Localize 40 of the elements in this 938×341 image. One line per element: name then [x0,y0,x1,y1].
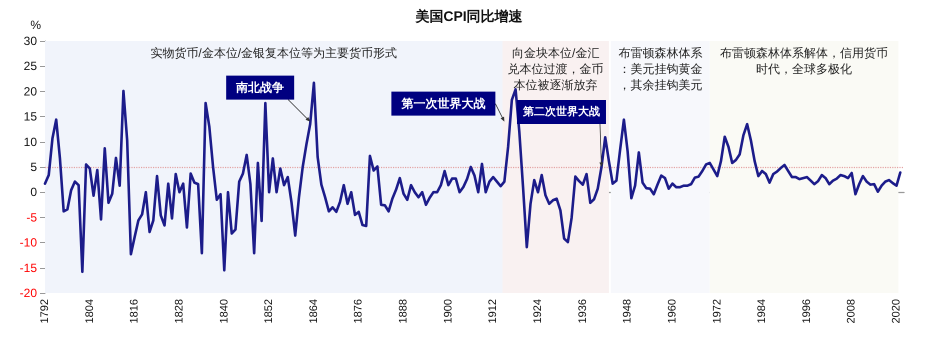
x-tick-label: 1996 [800,299,813,324]
y-tick-label: 25 [24,59,38,74]
x-tick-label: 1840 [218,299,230,324]
y-tick-label: -10 [20,236,38,250]
y-tick-label: 15 [24,110,38,124]
band-label: 布雷顿森林体系解体，信用货币时代，全球多极化 [720,46,888,76]
band-label: 布雷顿森林体系：美元挂钩黄金，其余挂钩美元 [618,46,702,92]
x-tick-label: 1804 [84,299,96,324]
y-tick-label: -20 [20,286,38,300]
x-tick-label: 1924 [532,299,544,324]
x-tick-label: 1888 [398,299,410,324]
x-tick-label: 1972 [711,299,724,324]
chart-title: 美国CPI同比增速 [414,8,524,24]
x-tick-label: 1900 [442,299,454,324]
x-tick-label: 2008 [846,299,858,324]
x-tick-label: 1984 [756,299,768,324]
x-tick-label: 1828 [173,299,186,324]
y-tick-label: 10 [24,134,38,149]
y-tick-label: -5 [26,210,38,224]
x-tick-label: 1960 [666,299,678,324]
band-label: 向金块本位/金汇兑本位过渡，金币本位被逐渐放弃 [508,46,604,92]
x-tick-label: 1876 [352,299,365,324]
x-tick-label: 1948 [622,299,634,324]
x-tick-label: 1864 [308,299,320,324]
x-tick-label: 1816 [128,299,141,324]
y-tick-label: 5 [30,160,38,174]
x-tick-label: 1852 [263,299,276,324]
annotation: 第二次世界大战 [522,105,600,118]
band-label: 实物货币/金本位/金银复本位等为主要货币形式 [150,46,398,60]
y-axis-title: % [30,18,42,32]
y-tick-label: 30 [24,34,38,48]
y-tick-label: -15 [20,260,38,275]
annotation: 第一次世界大战 [400,96,486,111]
x-tick-label: 1792 [39,299,51,324]
x-tick-label: 1936 [576,299,589,324]
annotation: 南北战争 [235,80,284,95]
x-tick-label: 1912 [487,299,500,324]
x-tick-label: 2020 [890,299,903,324]
y-tick-label: 20 [24,84,38,98]
y-tick-label: 0 [30,185,38,200]
